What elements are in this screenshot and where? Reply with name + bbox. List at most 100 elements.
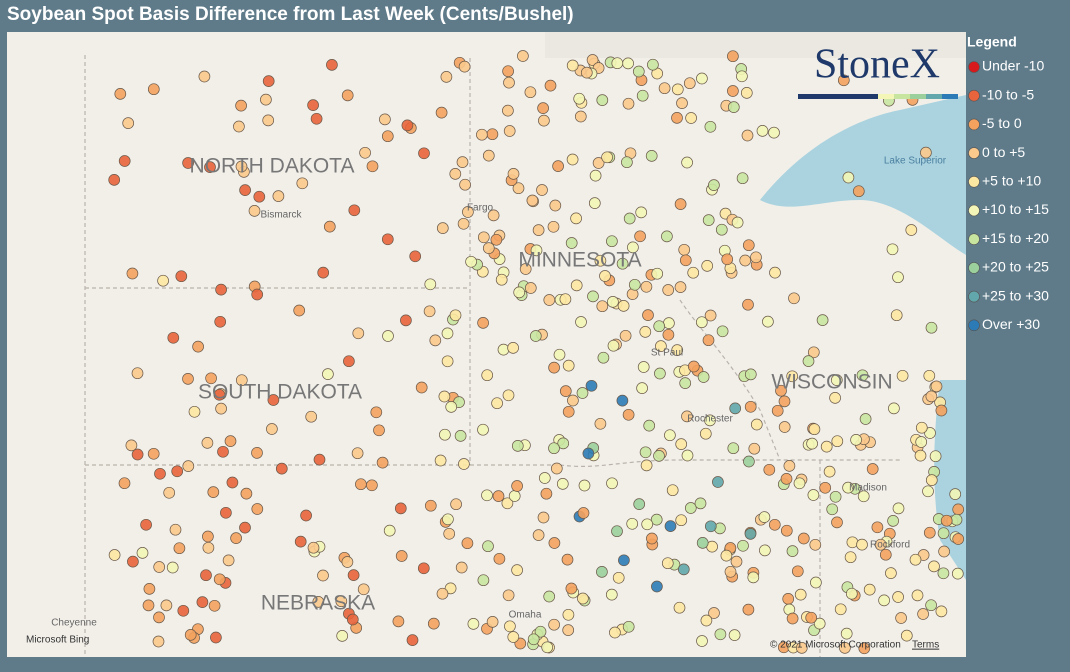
- map-dot: [307, 99, 319, 111]
- map-dot: [700, 614, 713, 627]
- map-dot: [697, 371, 710, 383]
- map-dot: [543, 294, 556, 306]
- map-dot: [699, 427, 712, 440]
- map-dot: [147, 447, 160, 460]
- map-dot: [335, 595, 348, 608]
- map-dot: [819, 481, 832, 494]
- legend-swatch: [968, 290, 980, 303]
- map-dot: [729, 402, 742, 415]
- map-dot: [343, 355, 355, 368]
- map-dot: [427, 617, 440, 630]
- map-dot: [874, 538, 887, 551]
- map-dot: [675, 438, 688, 450]
- map-dot: [750, 251, 762, 264]
- map-dot: [248, 205, 261, 217]
- map-dot: [300, 509, 312, 522]
- map-dot: [856, 369, 869, 382]
- map-dot: [952, 503, 965, 516]
- map-dot: [863, 583, 876, 596]
- map-dot: [895, 612, 907, 624]
- map-dot: [687, 266, 700, 279]
- map-dot: [808, 423, 821, 436]
- map-dot: [594, 254, 607, 267]
- map-dot: [640, 459, 653, 472]
- map-dot: [457, 217, 470, 230]
- map-dot: [351, 447, 364, 460]
- map-dot: [775, 384, 787, 397]
- map-dot: [925, 599, 937, 612]
- map-dot: [202, 530, 214, 543]
- map-dot: [556, 478, 569, 490]
- map-dot: [930, 380, 943, 393]
- map-dot: [758, 511, 771, 523]
- map-dot: [573, 92, 586, 105]
- map-dot: [885, 567, 897, 579]
- map-dot: [543, 590, 556, 603]
- labels: NORTH DAKOTA MINNESOTA SOUTH DAKOTA WISCONS…: [51, 155, 947, 629]
- map-dot: [497, 343, 510, 356]
- map-dot: [925, 390, 938, 403]
- map-dot: [438, 390, 451, 403]
- map-dot: [547, 220, 560, 233]
- state-label: WISCONSIN: [771, 371, 892, 394]
- map-dot: [622, 408, 635, 421]
- map-dot: [929, 450, 942, 463]
- map-dot: [911, 589, 924, 602]
- map-dot: [632, 65, 645, 78]
- map-dot: [685, 112, 697, 124]
- map-dot: [935, 605, 948, 618]
- map-dot: [739, 254, 752, 267]
- map-dot: [677, 563, 690, 576]
- map-dot: [312, 596, 325, 608]
- map-dot: [742, 298, 754, 311]
- map-dot: [477, 317, 489, 329]
- map-dot: [429, 334, 442, 347]
- map-dot: [856, 538, 868, 551]
- map-dot: [794, 588, 807, 601]
- map-dot: [511, 480, 523, 492]
- map-dot: [634, 230, 646, 243]
- map-dot: [778, 421, 791, 433]
- map-dot: [859, 413, 872, 425]
- map-dot: [896, 369, 909, 382]
- map-dot: [575, 316, 587, 328]
- map-dot: [196, 596, 209, 608]
- map-dot: [915, 436, 928, 448]
- map-dot: [683, 77, 696, 90]
- map-dot: [127, 555, 139, 568]
- map-dot: [750, 418, 763, 431]
- legend-swatch: [968, 89, 980, 102]
- terms[interactable]: Terms: [912, 640, 939, 651]
- map-dot: [795, 642, 808, 654]
- map-dot: [914, 449, 927, 462]
- map-dot: [892, 271, 904, 284]
- map-dot: [440, 71, 453, 83]
- map-dot: [477, 231, 490, 244]
- map-dot: [778, 395, 791, 408]
- map-dot: [646, 532, 658, 545]
- map-dot: [454, 430, 467, 442]
- map-dot: [582, 447, 595, 460]
- map-dot: [347, 569, 360, 581]
- map-dot: [636, 382, 648, 394]
- map-dot: [716, 325, 729, 338]
- map-dot: [267, 394, 280, 406]
- map-dot: [153, 561, 166, 573]
- map-dot: [671, 112, 683, 124]
- map-dot: [617, 300, 630, 312]
- map-dot: [538, 114, 550, 127]
- map-dot: [578, 479, 591, 492]
- logo-bar-segment: [846, 94, 862, 99]
- map-dot: [501, 497, 514, 510]
- map-dot: [481, 369, 494, 382]
- map-dot: [566, 153, 579, 166]
- map-dot: [724, 565, 737, 578]
- map-dot: [923, 526, 936, 539]
- map-dot: [492, 490, 505, 502]
- map-dot: [239, 184, 251, 196]
- map-dot: [213, 573, 226, 586]
- map-dot: [920, 146, 932, 159]
- map-dot: [562, 624, 575, 636]
- map-dot: [704, 309, 717, 322]
- map-dot: [813, 617, 826, 630]
